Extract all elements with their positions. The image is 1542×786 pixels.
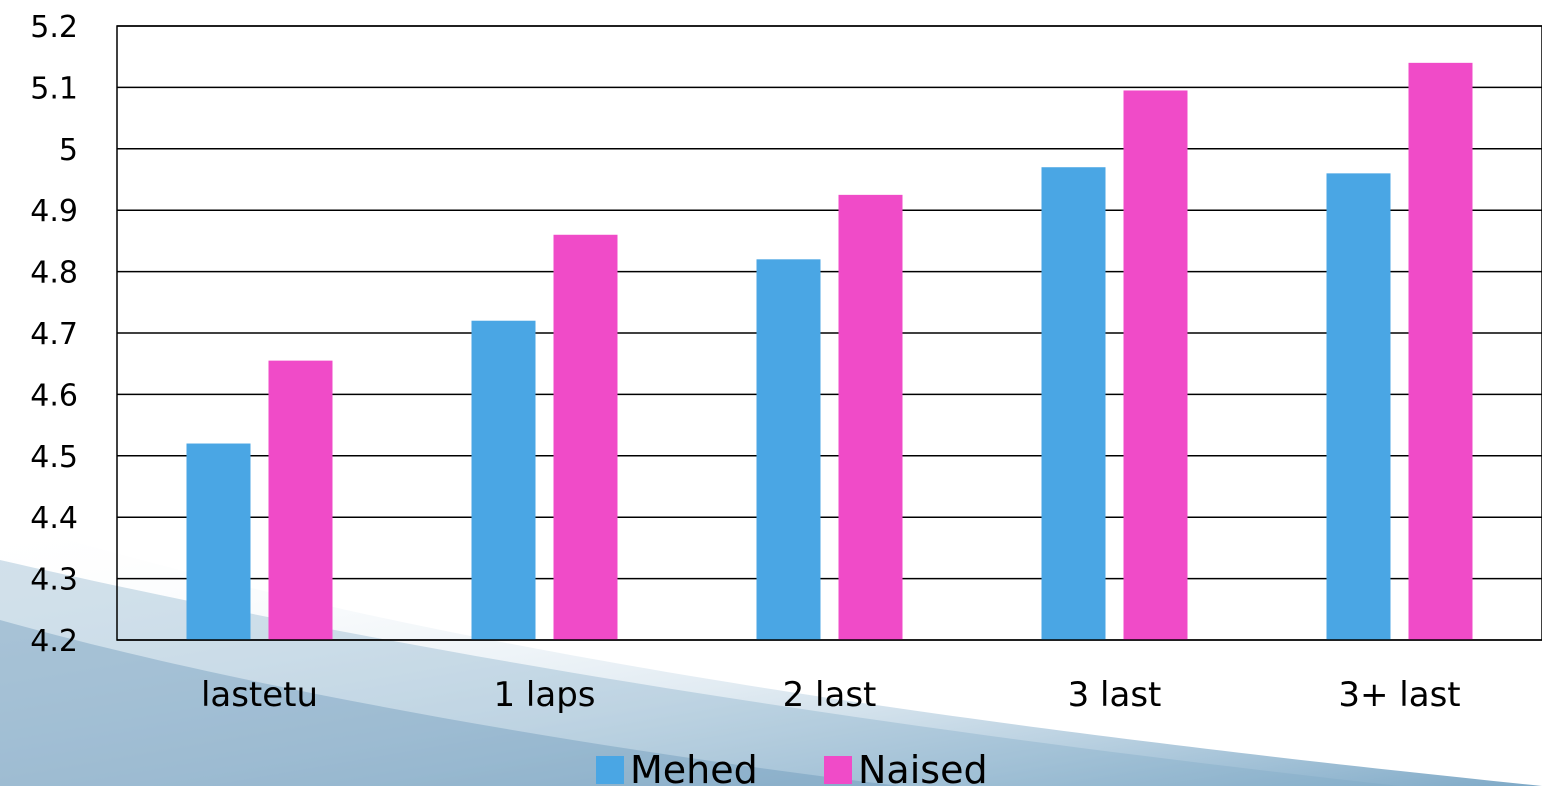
y-tick-label: 5.2 — [30, 10, 78, 45]
bar-naised-3-last — [1123, 90, 1188, 641]
legend-label-naised: Naised — [858, 748, 988, 786]
bar-mehed-2-last — [756, 259, 821, 640]
bar-mehed-1-laps — [471, 320, 536, 640]
x-category-label: 3+ last — [1338, 675, 1460, 715]
legend-swatch-naised — [824, 756, 852, 784]
y-tick-label: 5 — [59, 133, 78, 168]
bar-naised-lastetu — [268, 360, 333, 640]
y-tick-label: 4.8 — [30, 256, 78, 291]
bar-naised-3-last — [1408, 62, 1473, 640]
plot-frame — [116, 25, 1542, 641]
x-category-label: lastetu — [201, 675, 318, 715]
y-tick-label: 4.9 — [30, 194, 78, 229]
legend-swatch-mehed — [596, 756, 624, 784]
y-tick-label: 5.1 — [30, 71, 78, 106]
bar-naised-1-laps — [553, 234, 618, 640]
y-tick-label: 4.5 — [30, 440, 78, 475]
bar-mehed-3-last — [1041, 167, 1106, 640]
bar-mehed-3-last — [1326, 173, 1391, 641]
bar-naised-2-last — [838, 194, 903, 640]
bars — [186, 62, 1473, 641]
y-axis-tick-labels: 4.2 4.3 4.4 4.5 4.6 4.7 4.8 4.9 5 5.1 5.2 — [30, 10, 78, 659]
legend: Mehed Naised — [596, 748, 988, 786]
y-tick-label: 4.2 — [30, 624, 78, 659]
bar-mehed-lastetu — [186, 443, 251, 640]
x-axis-category-labels: lastetu 1 laps 2 last 3 last 3+ last — [201, 675, 1461, 715]
y-tick-label: 4.7 — [30, 317, 78, 352]
y-tick-label: 4.3 — [30, 563, 78, 598]
x-category-label: 3 last — [1068, 675, 1162, 715]
x-category-label: 2 last — [783, 675, 877, 715]
legend-label-mehed: Mehed — [630, 748, 758, 786]
x-category-label: 1 laps — [493, 675, 595, 715]
y-tick-label: 4.6 — [30, 378, 78, 413]
y-tick-label: 4.4 — [30, 501, 78, 536]
